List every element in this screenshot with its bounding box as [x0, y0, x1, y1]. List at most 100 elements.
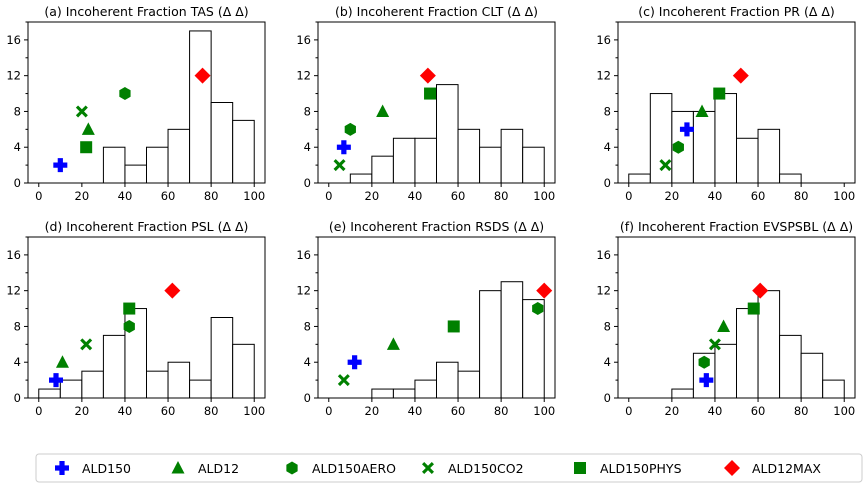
y-tick-label: 8: [304, 319, 311, 333]
y-tick-label: 0: [304, 176, 311, 190]
x-tick-label: 0: [325, 189, 332, 203]
x-tick-label: 40: [708, 404, 723, 418]
point-ald150phys: [747, 302, 760, 315]
histogram-bar: [757, 128, 781, 184]
x-tick-label: 100: [833, 404, 855, 418]
point-ald150aero: [532, 302, 544, 316]
point-ald12max: [419, 67, 436, 84]
histogram-bar: [436, 84, 459, 184]
x-tick-label: 60: [751, 404, 766, 418]
panel-2: (b) Incoherent Fraction CLT (Δ Δ)0 20 40 60…: [296, 4, 556, 203]
histogram-bar: [522, 146, 545, 184]
x-tick-label: 80: [794, 189, 809, 203]
histogram-bar: [371, 155, 394, 184]
y-tick-label: 0: [14, 391, 21, 405]
legend-label: ALD150AERO: [312, 461, 396, 476]
point-ald150aero: [123, 319, 135, 333]
histogram-bar: [102, 146, 126, 184]
point-ald150phys: [424, 87, 437, 100]
x-tick-label: 20: [365, 404, 380, 418]
x-tick-label: 60: [451, 404, 466, 418]
histogram-bar: [414, 137, 438, 184]
histogram-bar: [59, 379, 83, 399]
y-tick-label: 16: [6, 33, 21, 47]
legend-marker-ald150: [55, 461, 69, 475]
legend-label: ALD12MAX: [752, 461, 821, 476]
legend-label: ALD12: [198, 461, 239, 476]
legend-marker-ald150co2: [422, 462, 434, 474]
histogram-bar: [779, 173, 802, 184]
axes-frame: [27, 21, 266, 184]
point-ald150phys: [447, 320, 460, 333]
x-tick-label: 80: [494, 189, 509, 203]
point-ald150: [49, 373, 64, 388]
point-ald150: [336, 140, 351, 155]
legend: ALD150 ALD12 ALD150AERO ALD150CO2 ALD150PHYS…: [35, 453, 863, 483]
legend-label: ALD150PHYS: [600, 461, 682, 476]
y-tick-label: 4: [604, 140, 611, 154]
histogram-bar: [736, 137, 759, 184]
legend-marker-ald150aero: [286, 461, 298, 475]
x-tick-label: 100: [243, 404, 265, 418]
histogram-bar: [500, 128, 524, 184]
histogram-bar: [102, 334, 126, 399]
histogram-bar: [371, 388, 394, 399]
x-tick-label: 0: [625, 404, 632, 418]
histogram-bar: [210, 102, 234, 184]
point-ald150aero: [698, 355, 710, 369]
histogram-bar: [146, 370, 169, 399]
y-tick-label: 4: [604, 355, 611, 369]
point-ald12max: [164, 282, 181, 299]
histogram-bar: [210, 317, 234, 399]
histogram-bar: [436, 361, 459, 399]
y-tick-label: 12: [296, 284, 311, 298]
histogram-bar: [628, 173, 651, 184]
legend-label: ALD150: [82, 461, 131, 476]
y-tick-label: 0: [304, 391, 311, 405]
histogram-bar: [457, 128, 481, 184]
histogram-bar: [392, 388, 416, 399]
x-tick-label: 80: [794, 404, 809, 418]
y-tick-label: 4: [304, 355, 311, 369]
y-tick-label: 8: [14, 319, 21, 333]
x-tick-label: 40: [408, 189, 423, 203]
point-ald150: [347, 355, 362, 370]
panel-title: (b) Incoherent Fraction CLT (Δ Δ): [335, 4, 538, 19]
x-tick-label: 100: [833, 189, 855, 203]
point-ald12: [55, 355, 69, 368]
y-tick-label: 8: [304, 104, 311, 118]
y-tick-label: 16: [6, 248, 21, 262]
y-tick-label: 0: [604, 176, 611, 190]
point-ald12: [81, 122, 95, 135]
y-tick-label: 16: [596, 248, 611, 262]
histogram-bar: [124, 164, 147, 184]
legend-marker-ald12: [171, 461, 185, 474]
panel-title: (d) Incoherent Fraction PSL (Δ Δ): [45, 219, 249, 234]
x-tick-label: 60: [161, 404, 176, 418]
y-tick-label: 4: [304, 140, 311, 154]
x-tick-label: 20: [365, 189, 380, 203]
x-tick-label: 80: [204, 189, 219, 203]
panel-title: (e) Incoherent Fraction RSDS (Δ Δ): [329, 219, 544, 234]
x-tick-label: 60: [751, 189, 766, 203]
point-ald150co2: [708, 338, 721, 351]
point-ald12max: [536, 282, 553, 299]
x-tick-label: 0: [625, 189, 632, 203]
panel-6: (f) Incoherent Fraction EVSPSBL (Δ Δ) 0 20…: [596, 219, 856, 418]
histogram-bar: [232, 119, 255, 184]
x-tick-label: 20: [665, 189, 680, 203]
histogram-bar: [522, 299, 545, 399]
axes-frame: [317, 236, 556, 399]
point-ald150co2: [333, 159, 346, 172]
histogram-bar: [757, 290, 781, 399]
x-tick-label: 0: [325, 404, 332, 418]
histogram-bar: [692, 110, 716, 184]
y-tick-label: 16: [596, 33, 611, 47]
x-tick-label: 100: [243, 189, 265, 203]
histogram-bar: [714, 343, 737, 399]
panel-title: (a) Incoherent Fraction TAS (Δ Δ): [44, 4, 248, 19]
histogram-bar: [167, 128, 191, 184]
axes-frame: [317, 21, 556, 184]
x-tick-label: 60: [161, 189, 176, 203]
